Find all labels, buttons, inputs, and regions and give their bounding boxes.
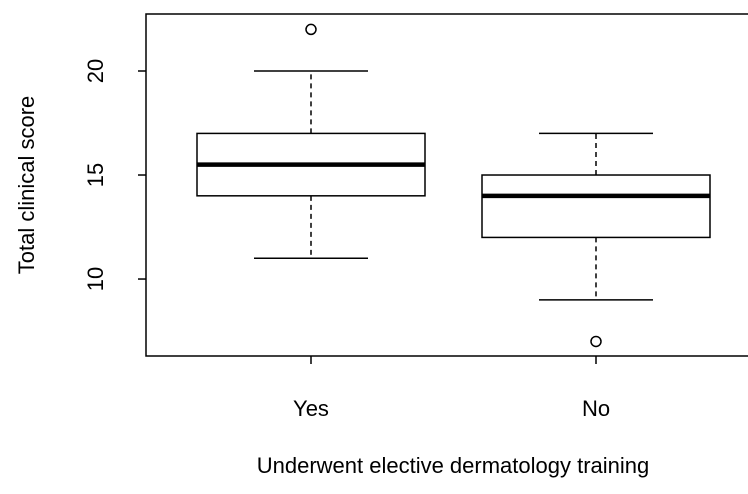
y-tick-label: 10 [83, 267, 108, 291]
plot-frame [145, 13, 748, 357]
y-tick-label: 20 [83, 59, 108, 83]
x-tick-label: No [582, 396, 610, 421]
y-axis-label: Total clinical score [14, 96, 39, 275]
box [481, 174, 711, 239]
y-tick-label: 15 [83, 163, 108, 187]
x-axis-label: Underwent elective dermatology training [257, 453, 650, 478]
outlier [590, 335, 602, 348]
outlier [305, 23, 317, 36]
x-tick-label: Yes [293, 396, 329, 421]
